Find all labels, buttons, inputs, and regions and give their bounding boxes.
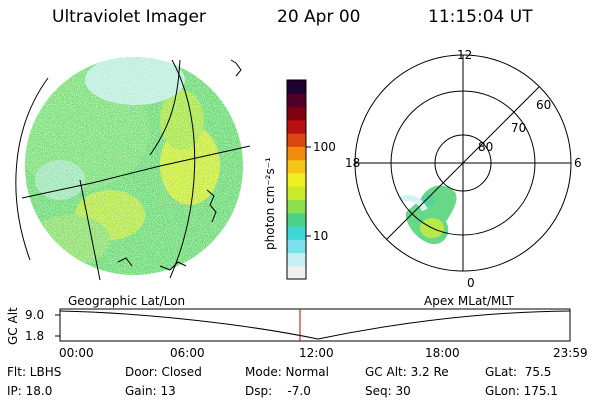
colorbar-swatch <box>287 119 306 134</box>
timeline-right-title: Apex MLat/MLT <box>424 294 514 308</box>
colorbar-unit-label: photon cm⁻²s⁻¹ <box>263 157 277 250</box>
mlt-label-0: 0 <box>467 276 475 290</box>
colorbar-swatch <box>287 159 306 174</box>
colorbar-swatch <box>287 225 306 240</box>
status-seq: Seq: 30 <box>365 384 411 398</box>
colorbar <box>287 80 306 280</box>
mlt-label-12: 12 <box>457 48 473 62</box>
colorbar-swatch <box>287 80 306 94</box>
status-mode: Mode: Normal <box>245 365 329 379</box>
lat-label-80: 80 <box>478 140 494 154</box>
colorbar-swatch <box>287 172 306 187</box>
lat-label-60: 60 <box>536 98 552 112</box>
status-door: Door: Closed <box>125 365 202 379</box>
status-dsp: Dsp: -7.0 <box>245 384 311 398</box>
lat-label-70: 70 <box>511 121 527 135</box>
instrument-title: Ultraviolet Imager <box>52 7 206 27</box>
altitude-timeline <box>55 308 571 342</box>
colorbar-swatch <box>287 133 306 147</box>
image-date: 20 Apr 00 <box>277 7 361 27</box>
timeline-xtick-1800: 18:00 <box>425 346 460 360</box>
colorbar-tick-100: 100 <box>313 140 336 154</box>
colorbar-swatch <box>287 106 306 121</box>
colorbar-swatch <box>287 212 306 227</box>
status-filter: Flt: LBHS <box>7 365 62 379</box>
colorbar-swatch <box>287 252 306 267</box>
colorbar-swatch <box>287 93 306 108</box>
colorbar-swatch <box>287 146 306 161</box>
colorbar-swatch <box>287 265 306 280</box>
status-ip: IP: 18.0 <box>7 384 53 398</box>
earth-disk-image <box>15 57 251 281</box>
image-time: 11:15:04 UT <box>428 7 533 27</box>
polar-plot <box>354 54 572 272</box>
timeline-ytick-9: 9.0 <box>25 308 45 322</box>
colorbar-swatch <box>287 186 306 200</box>
status-glat: GLat: 75.5 <box>485 365 552 379</box>
colorbar-tick-10: 10 <box>313 229 329 243</box>
colorbar-swatch <box>287 239 306 254</box>
timeline-ylabel: GC Alt <box>6 307 20 345</box>
timeline-left-title: Geographic Lat/Lon <box>68 294 186 308</box>
timeline-xtick-0600: 06:00 <box>170 346 205 360</box>
timeline-ytick-1-8: 1.8 <box>25 329 45 343</box>
mlt-label-6: 6 <box>574 156 582 170</box>
colorbar-swatch <box>287 199 306 214</box>
timeline-xtick-0000: 00:00 <box>59 346 94 360</box>
timeline-xtick-2359: 23:59 <box>553 346 588 360</box>
status-gain: Gain: 13 <box>125 384 176 398</box>
mlt-label-18: 18 <box>345 156 361 170</box>
timeline-xtick-1200: 12:00 <box>299 346 334 360</box>
status-gc-alt: GC Alt: 3.2 Re <box>365 365 449 379</box>
status-glon: GLon: 175.1 <box>485 384 558 398</box>
